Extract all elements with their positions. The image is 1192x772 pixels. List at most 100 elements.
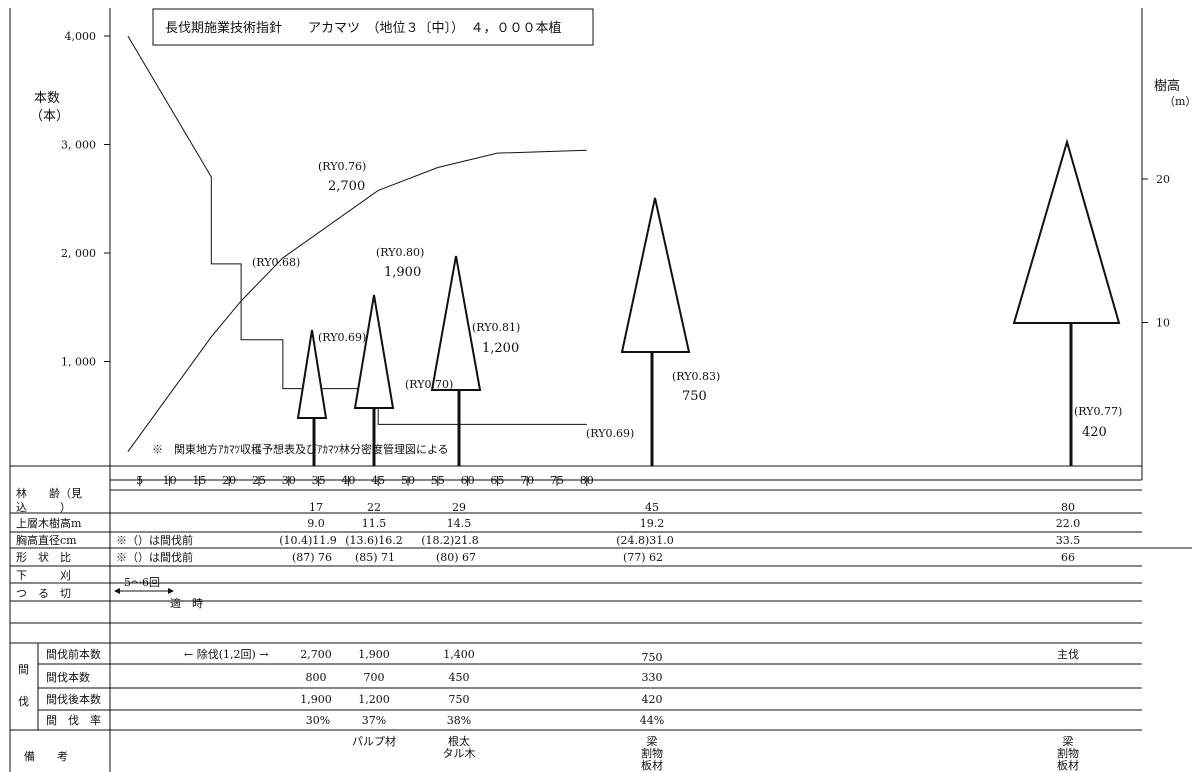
title: 長伐期施業技術指針 アカマツ （地位３〔中〕） ４，０００本植 [165,20,562,36]
dbh-cell: (18.2)21.8 [421,534,479,547]
tree-height-curve [127,149,587,452]
tree-icon [353,294,395,466]
annotation-ry076: (RY0.76) [318,160,366,173]
tree-icon [296,329,328,466]
annotation-ry083: (RY0.83) [672,370,720,383]
row-group-thinning-a: 間 [18,663,29,676]
annotation-750: 750 [682,389,707,404]
shape-cell: (85) 71 [355,551,395,564]
annotation-420: 420 [1082,425,1107,440]
row-label-age-b: 込 ） [16,501,71,514]
pre-cell: 750 [642,651,663,664]
post-cell: 750 [449,693,470,706]
row-label-shape: 形 状 比 [16,550,71,564]
age-cell: 17 [309,501,323,514]
row-label-post: 間伐後本数 [46,692,101,706]
left-tick-label: 4,000 [65,30,97,43]
height-cell: 19.2 [640,517,665,530]
remarks-cell: 割物 [641,746,663,760]
bottom-tick-label: 40 [341,474,355,487]
row-label-remarks: 備 考 [24,750,68,763]
arrow-right-icon [168,588,174,594]
left-tick-label: 2, 000 [61,247,96,260]
left-tick-label: 3, 000 [61,139,96,152]
height-cell: 9.0 [307,517,325,530]
remarks-cell: 割物 [1057,746,1079,760]
shitakari-value: 5〜6回 [124,576,160,589]
remarks-cell: タル木 [443,747,476,760]
dbh-cell: 33.5 [1056,534,1081,547]
right-axis-label-2: （m） [1164,95,1192,108]
arrow-left-icon [114,588,120,594]
bottom-tick-label: 65 [490,474,504,487]
bottom-tick-label: 55 [431,474,445,487]
bottom-tick-label: 60 [461,474,475,487]
age-cell: 45 [645,501,659,514]
row-label-shitakari: 下 刈 [16,569,71,582]
table-row-labels: 林 齢（見 込 ） 上層木樹高m 胸高直径cm 形 状 比 下 刈 つ る 切 … [16,486,101,763]
pre-cell: 2,700 [300,648,332,661]
remarks-cell: 板材 [641,758,663,772]
rate-cell: 44% [640,714,664,727]
shape-cell: (77) 62 [623,551,663,564]
row-label-cut: 間伐本数 [46,670,90,684]
shape-cell: (87) 76 [292,551,332,564]
remarks-cell: 板材 [1057,758,1079,772]
left-axis-label-1: 本数 [34,91,60,106]
age-cell: 80 [1061,501,1075,514]
row-label-height: 上層木樹高m [16,516,82,530]
annotation-2700: 2,700 [328,179,365,194]
cut-cell: 700 [364,671,385,684]
row-label-tsurukiri: つ る 切 [16,587,71,600]
annotations: (RY0.76) 2,700 (RY0.68) (RY0.80) 1,900 (… [252,160,1122,440]
bottom-tick-label: 80 [580,474,594,487]
remarks-cell: パルプ材 [352,734,396,748]
left-axis-ticks: 4,000 3, 000 2, 000 1, 000 [61,30,110,369]
bottom-tick-label: 25 [252,474,266,487]
row-label-rate: 間 伐 率 [46,713,101,727]
annotation-1900: 1,900 [384,265,421,280]
bottom-tick-label: 45 [371,474,385,487]
bottom-tick-label: 50 [401,474,415,487]
dbh-note: ※（）は間伐前 [116,533,193,547]
right-axis-label-1: 樹高 [1154,78,1180,94]
rate-cell: 30% [306,714,330,727]
post-cell: 420 [642,693,663,706]
age-cell: 29 [452,501,466,514]
row-group-thinning-b: 伐 [18,695,29,708]
bottom-axis-ticks: 5 10 15 20 25 30 35 40 45 50 55 60 65 70 75 80 [136,474,594,487]
tsurukiri-value: 適 時 [170,596,203,610]
post-cell: 1,900 [300,693,332,706]
row-label-age-a: 林 齢（見 [16,486,82,500]
right-tick-label: 20 [1156,173,1170,186]
tree-icon [1012,138,1121,466]
annotation-ry077: (RY0.77) [1074,405,1122,418]
right-tick-label: 10 [1156,317,1170,330]
annotation-ry081: (RY0.81) [472,321,520,334]
table-values: 17 22 29 45 80 9.0 11.5 14.5 19.2 22.0 (… [279,501,1080,727]
source-note: ※ 関東地方ｱｶﾏﾂ収穫予想表及びｱｶﾏﾂ林分密度管理図による [152,442,449,456]
rate-cell: 37% [362,714,386,727]
bottom-tick-label: 35 [312,474,326,487]
bottom-tick-label: 15 [192,474,206,487]
tree-icons [296,138,1121,466]
remarks-cell: 梁 [1063,734,1074,748]
pre-cell: 1,900 [358,648,390,661]
dbh-cell: (13.6)16.2 [345,534,403,547]
bottom-tick-label: 75 [550,474,564,487]
remarks-cell: 根太 [448,734,470,748]
row-label-dbh: 胸高直径cm [16,533,77,547]
age-cell: 22 [367,501,381,514]
bottom-tick-label: 70 [520,474,534,487]
height-cell: 14.5 [447,517,472,530]
bottom-tick-label: 10 [163,474,177,487]
post-cell: 1,200 [358,693,390,706]
annotation-ry070: (RY0.70) [405,378,453,391]
shape-cell: 66 [1061,551,1075,564]
annotation-ry080: (RY0.80) [376,246,424,259]
bottom-tick-label: 30 [282,474,296,487]
bottom-tick-label: 5 [136,474,143,487]
data-table-grid [10,465,1192,731]
